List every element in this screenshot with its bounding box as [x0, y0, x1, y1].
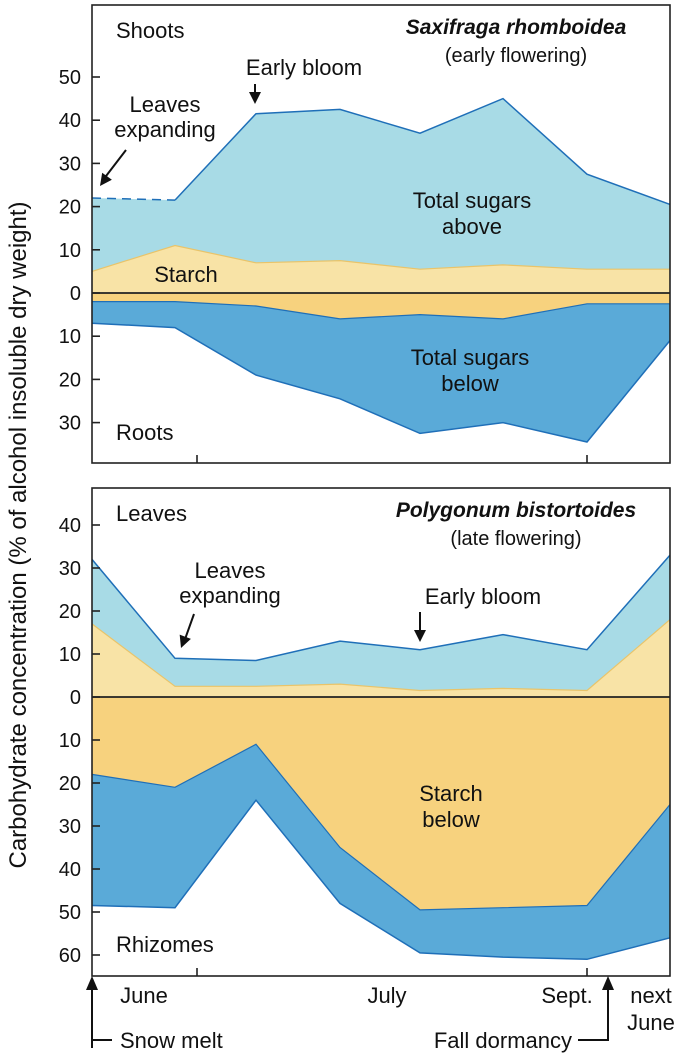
y-tick-label: 30 — [59, 413, 81, 435]
fall-dormancy-arrowhead — [602, 976, 614, 990]
organ-label-top: Shoots — [116, 18, 185, 43]
line-total-sugars-above — [91, 554, 671, 662]
annotation-text: below — [441, 371, 499, 396]
annotation-arrowhead — [100, 172, 112, 186]
annotation-arrowhead — [179, 634, 191, 648]
annotation-text: Early bloom — [425, 584, 541, 609]
annotation-text: Total sugars — [413, 188, 532, 213]
annotation-text: Starch — [419, 781, 483, 806]
y-tick-label: 40 — [59, 515, 81, 537]
fall-dormancy-callout: Fall dormancy — [434, 976, 614, 1053]
annotation-text: Leaves — [130, 92, 201, 117]
organ-label-top: Leaves — [116, 501, 187, 526]
annotation-arrowhead — [414, 630, 426, 642]
y-tick-label: 30 — [59, 816, 81, 838]
line-starch-below — [91, 743, 671, 911]
annotation-text: above — [442, 214, 502, 239]
x-label-next: next — [630, 983, 672, 1008]
line-total-sugars-below — [91, 322, 671, 443]
snow-melt-label: Snow melt — [120, 1028, 223, 1053]
organ-label-bottom: Roots — [116, 420, 173, 445]
y-tick-label: 20 — [59, 197, 81, 219]
annotation-text: expanding — [114, 117, 216, 142]
organ-label-bottom: Rhizomes — [116, 932, 214, 957]
y-axis-label: Carbohydrate concentration (% of alcohol… — [5, 201, 32, 868]
y-tick-label: 10 — [59, 644, 81, 666]
panel-frame — [91, 487, 671, 977]
x-label-june: June — [120, 983, 168, 1008]
panel-saxifraga: 0 10 20 30 40 50 10 20 30 Shoots Roots Saxifraga rh… — [59, 4, 671, 464]
snow-melt-callout: Snow melt — [86, 976, 223, 1053]
y-tick-label: 20 — [59, 601, 81, 623]
y-tick-label: 20 — [59, 369, 81, 391]
line-starch-above — [91, 244, 670, 272]
panel-frame — [91, 4, 671, 464]
x-label-next-june: June — [627, 1010, 675, 1035]
y-tick-label: 60 — [59, 945, 81, 967]
y-tick-label: 30 — [59, 558, 81, 580]
annotation-text: below — [422, 807, 480, 832]
x-label-july: July — [367, 983, 406, 1008]
y-tick-label: 20 — [59, 773, 81, 795]
y-tick-label: 10 — [59, 326, 81, 348]
y-tick-label: 0 — [70, 283, 81, 305]
annotation-text: expanding — [179, 583, 281, 608]
line-starch-below — [92, 301, 670, 320]
snow-melt-arrowhead — [86, 976, 98, 990]
y-tick-label: 50 — [59, 67, 81, 89]
area-starch-above — [92, 245, 670, 293]
fall-dormancy-label: Fall dormancy — [434, 1028, 572, 1053]
area-total-sugars-above — [92, 555, 670, 691]
y-tick-label: 10 — [59, 240, 81, 262]
annotation-text: Early bloom — [246, 55, 362, 80]
species-subtitle: (early flowering) — [445, 45, 587, 67]
y-tick-label: 50 — [59, 902, 81, 924]
annotation-arrowhead — [249, 92, 261, 104]
area-starch-below — [92, 697, 670, 910]
area-total-sugars-above — [92, 98, 670, 272]
x-label-sept: Sept. — [541, 983, 592, 1008]
species-title: Saxifraga rhomboidea — [406, 16, 627, 39]
panel-polygonum: 0 10 20 30 40 10 20 30 40 50 60 Leaves Rhizomes Polyg… — [59, 487, 671, 977]
y-tick-label: 0 — [70, 687, 81, 709]
species-title: Polygonum bistortoides — [396, 499, 636, 522]
annotation-arrow — [102, 149, 127, 181]
annotation: Starch — [154, 262, 218, 287]
area-starch-below — [92, 293, 670, 319]
line-total-sugars-below — [91, 798, 671, 961]
area-total-sugars-below — [92, 744, 670, 960]
y-tick-label: 40 — [59, 110, 81, 132]
annotation-text: Total sugars — [411, 345, 530, 370]
annotation: Early bloom — [414, 584, 541, 642]
line-starch-above — [91, 619, 671, 692]
species-subtitle: (late flowering) — [450, 528, 581, 550]
annotation-text: Leaves — [195, 558, 266, 583]
fall-dormancy-leader — [578, 986, 609, 1041]
annotation: Early bloom — [246, 55, 362, 104]
area-total-sugars-below — [92, 301, 670, 442]
annotation-text: Starch — [154, 262, 218, 287]
line-total-sugars-above — [174, 97, 671, 206]
area-starch-above — [92, 619, 670, 697]
y-tick-label: 10 — [59, 730, 81, 752]
y-tick-label: 40 — [59, 859, 81, 881]
y-tick-label: 30 — [59, 153, 81, 175]
